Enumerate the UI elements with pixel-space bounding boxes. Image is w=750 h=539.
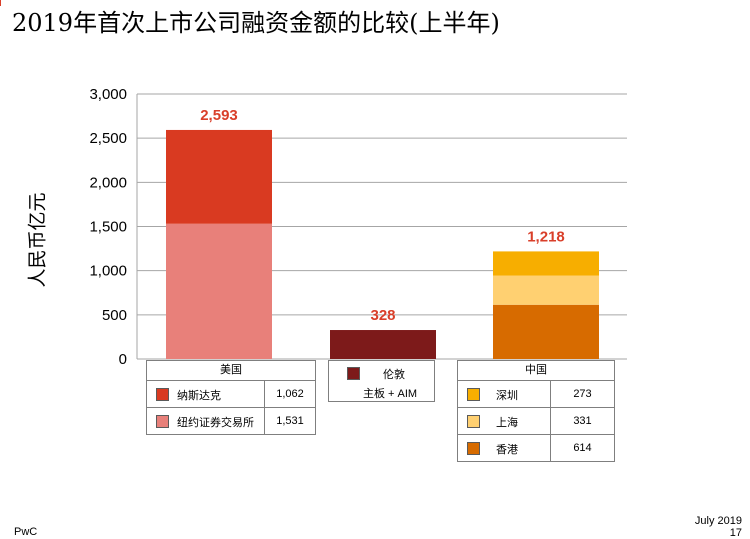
bar-segment xyxy=(166,129,272,224)
y-tick-label: 0 xyxy=(119,351,127,368)
legend-shenzhen-value: 273 xyxy=(550,381,614,407)
footer-date: July 2019 xyxy=(694,515,742,527)
legend-hongkong-value: 614 xyxy=(550,435,614,461)
corner-mark xyxy=(0,0,5,6)
legend-nasdaq-value: 1,062 xyxy=(264,381,315,407)
legend-shanghai-value: 331 xyxy=(550,408,614,434)
y-tick-label: 2,000 xyxy=(89,174,127,191)
bar-total-label: 2,593 xyxy=(200,107,238,124)
y-tick-label: 500 xyxy=(102,307,127,324)
legend-shenzhen-label: 深圳 xyxy=(496,390,518,402)
legend-london-label: 伦敦 xyxy=(383,369,405,381)
legend-row-hongkong: 香港 614 xyxy=(458,435,614,461)
legend-nyse-value: 1,531 xyxy=(264,408,315,434)
footer-page-number: 17 xyxy=(729,527,742,539)
bar-segment xyxy=(166,223,272,359)
legend-hongkong-label: 香港 xyxy=(496,444,518,456)
swatch-shenzhen xyxy=(467,388,480,401)
legend-row-nasdaq: 纳斯达克 1,062 xyxy=(147,381,315,408)
legend-nasdaq-label: 纳斯达克 xyxy=(177,390,221,402)
y-tick-label: 1,500 xyxy=(89,219,127,236)
swatch-shanghai xyxy=(467,415,480,428)
y-tick-label: 1,000 xyxy=(89,263,127,280)
bar-total-label: 328 xyxy=(370,307,395,324)
bar-segment xyxy=(330,330,436,359)
bar-segment xyxy=(493,251,599,276)
swatch-nasdaq xyxy=(156,388,169,401)
legend-us-header: 美国 xyxy=(147,361,315,381)
swatch-london xyxy=(347,367,360,380)
bar-segment xyxy=(493,304,599,359)
legend-row-shanghai: 上海 331 xyxy=(458,408,614,435)
bar-total-label: 1,218 xyxy=(527,228,565,245)
swatch-nyse xyxy=(156,415,169,428)
legend-london: 伦敦 主板 + AIM xyxy=(328,360,435,402)
y-tick-label: 2,500 xyxy=(89,130,127,147)
legend-row-shenzhen: 深圳 273 xyxy=(458,381,614,408)
page-title: 2019年首次上市公司融资金额的比较(上半年) xyxy=(12,9,500,37)
footer-logo: PwC xyxy=(14,526,38,538)
legend-shanghai-label: 上海 xyxy=(496,417,518,429)
swatch-hongkong xyxy=(467,442,480,455)
legend-us: 美国 纳斯达克 1,062 纽约证券交易所 1,531 xyxy=(146,360,316,435)
legend-row-nyse: 纽约证券交易所 1,531 xyxy=(147,408,315,434)
legend-nyse-label: 纽约证券交易所 xyxy=(177,417,254,429)
legend-china: 中国 深圳 273 上海 331 香港 614 xyxy=(457,360,615,462)
y-tick-label: 3,000 xyxy=(89,86,127,103)
legend-china-header: 中国 xyxy=(458,361,614,381)
bar-segment xyxy=(493,275,599,305)
legend-london-subtitle: 主板 + AIM xyxy=(363,388,418,400)
